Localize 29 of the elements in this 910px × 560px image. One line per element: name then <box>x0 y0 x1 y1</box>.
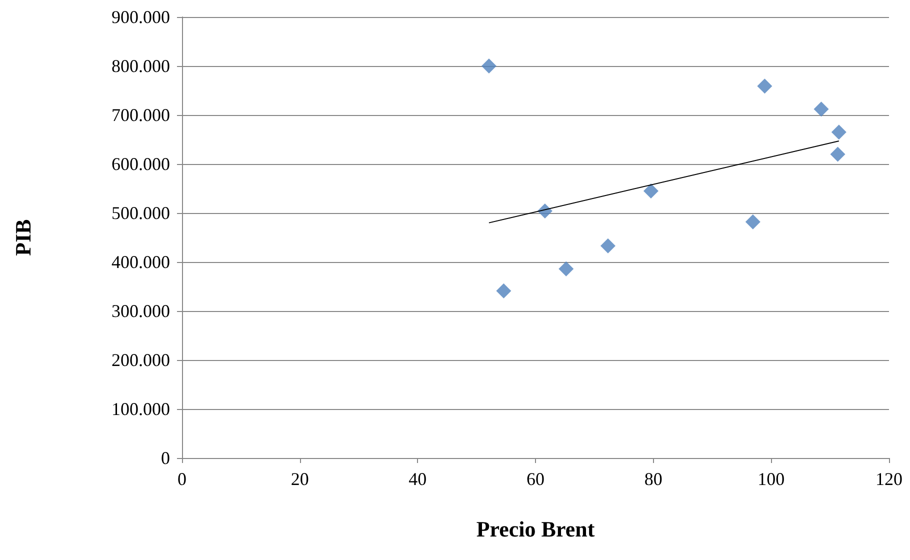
y-tick-label: 900.000 <box>112 7 170 27</box>
point <box>600 238 616 254</box>
x-tick-label: 80 <box>644 469 662 489</box>
point <box>643 183 658 198</box>
point <box>558 261 574 276</box>
y-tick-label: 800.000 <box>112 56 170 76</box>
y-tick-label: 0 <box>161 448 170 468</box>
point <box>757 78 772 94</box>
x-axis-title: Precio Brent <box>476 516 596 542</box>
x-tick-label: 100 <box>758 469 785 489</box>
x-tick-label: 40 <box>408 469 427 489</box>
x-tick-label: 20 <box>290 469 309 489</box>
point <box>745 214 760 230</box>
point <box>830 146 846 162</box>
x-tick-label: 60 <box>526 469 544 489</box>
x-tick-label: 120 <box>876 469 902 489</box>
x-tick-label: 0 <box>178 469 186 489</box>
y-tick-label: 600.000 <box>112 154 170 174</box>
point <box>831 124 846 140</box>
point <box>481 58 496 74</box>
y-tick-label: 300.000 <box>112 301 170 321</box>
point <box>496 283 512 298</box>
y-tick-label: 100.000 <box>112 399 170 419</box>
y-tick-label: 400.000 <box>112 252 170 272</box>
y-axis-title: PIB <box>10 218 36 256</box>
y-tick-label: 200.000 <box>112 350 170 370</box>
y-tick-label: 700.000 <box>112 105 170 125</box>
point <box>814 102 829 117</box>
y-tick-label: 500.000 <box>112 203 170 223</box>
